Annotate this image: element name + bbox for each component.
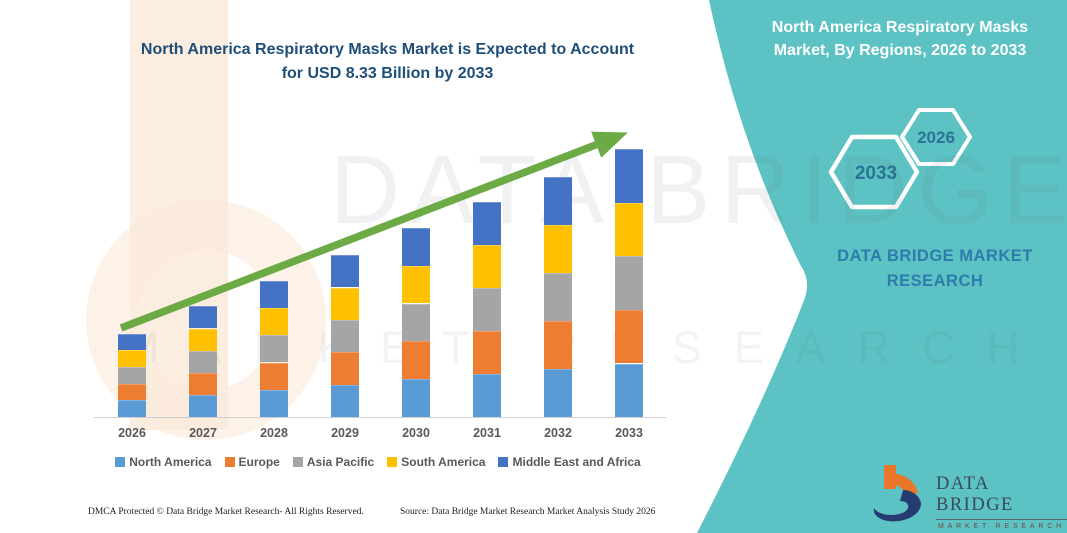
bar-segment	[260, 280, 288, 308]
page-title-line1: North America Respiratory Masks Market i…	[140, 41, 635, 58]
bar-segment	[189, 328, 217, 351]
legend-swatch	[292, 457, 303, 467]
bar-segment	[544, 320, 572, 369]
bar-segment	[473, 288, 501, 332]
bar-segment	[402, 227, 430, 266]
x-axis-line	[94, 417, 666, 418]
bar-segment	[260, 362, 288, 390]
page-title-line2: for USD 8.33 Billion by 2033	[281, 65, 494, 82]
legend-label: South America	[401, 455, 486, 469]
bar-segment	[615, 309, 643, 364]
legend-item: Middle East and Africa	[498, 455, 641, 469]
panel-brand-line2: RESEARCH	[886, 271, 984, 290]
bar-segment	[402, 265, 430, 304]
bar-segment	[402, 379, 430, 417]
hexagon-badge-2026	[900, 108, 972, 166]
bar-segment	[118, 400, 146, 417]
bar-segment	[331, 319, 359, 353]
footer-source-text: Source: Data Bridge Market Research Mark…	[400, 507, 656, 517]
hexagon-year-small: 2026	[917, 128, 955, 147]
legend-swatch	[498, 457, 509, 467]
legend-label: Asia Pacific	[306, 455, 375, 469]
bar-segment	[615, 202, 643, 257]
x-axis-label: 2033	[615, 426, 643, 440]
bar-segment	[544, 272, 572, 321]
legend-swatch	[115, 457, 126, 467]
panel-title-line2: Market, By Regions, 2026 to 2033	[773, 42, 1027, 60]
bar-segment	[331, 384, 359, 417]
bar-segment	[118, 350, 146, 367]
bar-segment	[118, 383, 146, 401]
x-axis-label: 2029	[331, 426, 359, 440]
panel-title: North America Respiratory Masks Market, …	[760, 16, 1040, 62]
bar-segment	[615, 149, 643, 203]
dbmr-logo-name: DATA BRIDGE	[936, 474, 1067, 520]
panel-title-line1: North America Respiratory Masks	[771, 19, 1029, 36]
x-axis-label: 2028	[260, 426, 288, 440]
bar-segment	[402, 341, 430, 380]
x-axis-label: 2026	[118, 426, 146, 440]
page-title: North America Respiratory Masks Market i…	[95, 38, 680, 86]
legend-swatch	[387, 457, 398, 467]
bar-segment	[473, 202, 501, 246]
bar-segment	[544, 176, 572, 225]
bar-segment	[189, 350, 217, 373]
x-axis-label: 2030	[402, 426, 430, 440]
legend-item: South America	[387, 455, 485, 469]
bar-segment	[473, 374, 501, 417]
panel-brand-text: DATA BRIDGE MARKET RESEARCH	[800, 244, 1067, 294]
bar-segment	[331, 287, 359, 320]
panel-brand-line1: DATA BRIDGE MARKET	[837, 247, 1033, 265]
bar-segment	[544, 368, 572, 417]
dbmr-logo: DATA BRIDGE MARKET RESEARCH	[936, 474, 1067, 530]
footer-dmca-text: DMCA Protected © Data Bridge Market Rese…	[88, 507, 364, 517]
bar-segment	[260, 308, 288, 336]
bar-segment	[402, 303, 430, 342]
legend-label: Middle East and Africa	[512, 455, 641, 469]
legend: North America Europe Asia Pacific South Ame…	[88, 455, 668, 469]
legend-item: North America	[115, 455, 212, 469]
bar-segment	[615, 256, 643, 310]
bar-segment	[189, 372, 217, 395]
bar-segment	[331, 352, 359, 385]
bar-segment	[189, 394, 217, 417]
legend-item: Europe	[224, 455, 280, 469]
bar-segment	[544, 224, 572, 273]
legend-label: Europe	[238, 455, 280, 469]
hexagon-year-large: 2033	[855, 163, 897, 184]
dbmr-logo-subtitle: MARKET RESEARCH	[938, 523, 1065, 530]
bar-segment	[260, 389, 288, 417]
x-axis-label: 2032	[544, 426, 572, 440]
bar-segment	[118, 333, 146, 351]
x-axis-label: 2031	[473, 426, 501, 440]
bar-segment	[118, 367, 146, 384]
legend-label: North America	[129, 455, 212, 469]
teal-panel-shape	[697, 0, 1067, 533]
bar-segment	[473, 245, 501, 289]
legend-item: Asia Pacific	[292, 455, 375, 469]
bar-segment	[189, 306, 217, 329]
legend-swatch	[224, 457, 235, 467]
bar-segment	[473, 331, 501, 375]
hexagon-badge-2033	[828, 134, 920, 210]
bar-segment	[331, 255, 359, 288]
bar-segment	[615, 363, 643, 417]
x-axis-label: 2027	[189, 426, 217, 440]
bar-segment	[260, 335, 288, 363]
dbmr-logo-mark-icon	[873, 465, 921, 522]
